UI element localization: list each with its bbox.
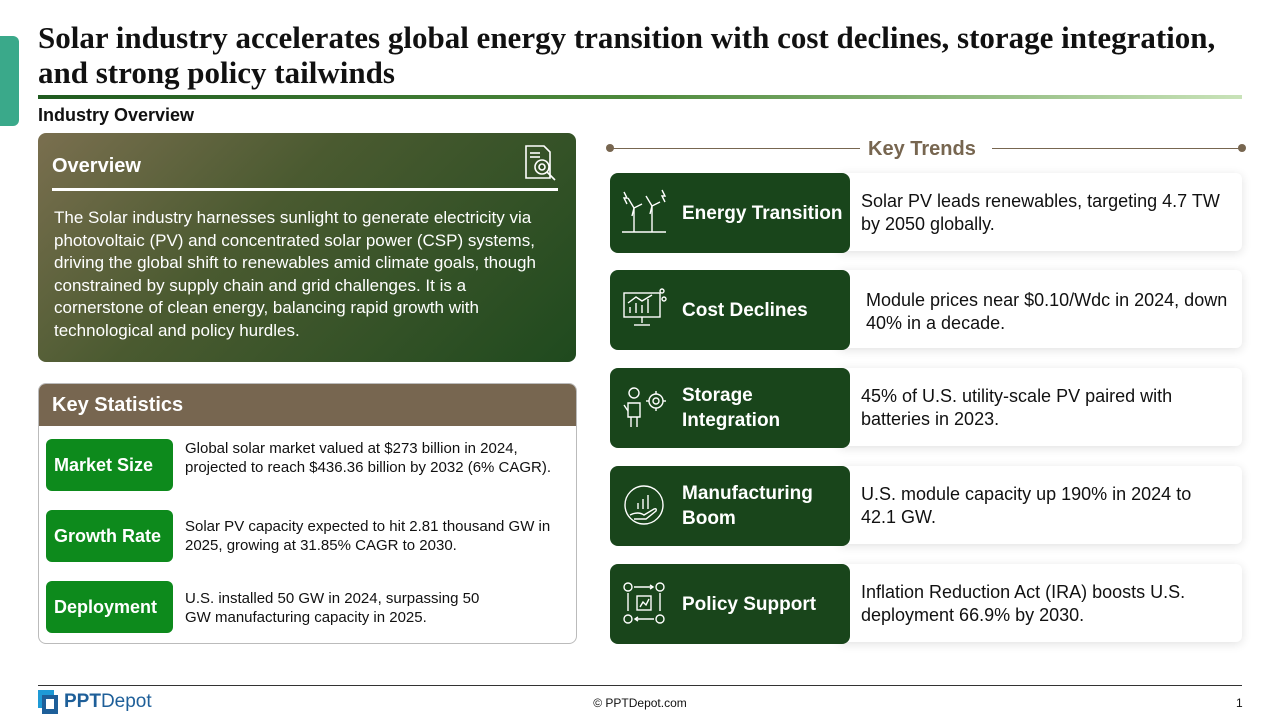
trend-tab: Policy Support	[610, 564, 850, 644]
trend-cost-declines: Cost Declines Module prices near $0.10/W…	[610, 270, 1242, 350]
trend-card	[838, 173, 1242, 251]
trend-card	[838, 466, 1242, 544]
trends-line-dot	[1238, 144, 1246, 152]
logo-text-bold: PPT	[64, 691, 101, 712]
trend-text: U.S. module capacity up 190% in 2024 to …	[861, 484, 1192, 527]
logo-text-rest: Depot	[100, 691, 152, 712]
trend-tab: Cost Declines	[610, 270, 850, 350]
page-title: Solar industry accelerates global energy…	[38, 20, 1216, 90]
stat-label: Deployment	[46, 581, 173, 633]
logo-mark-icon	[38, 690, 58, 714]
stat-row-growth-rate: Growth Rate Solar PV capacity expected t…	[46, 510, 566, 562]
wind-turbine-icon	[622, 189, 667, 233]
trend-label: Storage Integration	[682, 385, 781, 431]
trend-storage-integration: Storage Integration 45% of U.S. utility-…	[610, 368, 1242, 448]
stat-label: Growth Rate	[46, 510, 173, 562]
page-number: 1	[1236, 696, 1243, 710]
key-trends-heading: Key Trends	[868, 138, 976, 160]
trend-policy-support: Policy Support Inflation Reduction Act (…	[610, 564, 1242, 644]
trend-label: Policy Support	[682, 593, 817, 615]
trend-label: Energy Transition	[682, 202, 843, 224]
pptdepot-logo[interactable]: PPTDepot	[38, 689, 152, 715]
stat-text: Global solar market valued at $273 billi…	[185, 440, 552, 476]
title-divider	[38, 95, 1242, 99]
overview-card: Overview The Solar industry harnesses su…	[38, 133, 576, 362]
growth-hand-icon	[624, 485, 664, 525]
footer-divider	[38, 685, 1242, 686]
process-gears-icon	[623, 582, 665, 624]
chart-monitor-icon	[623, 288, 667, 326]
logo-text: PPTDepot	[64, 691, 152, 713]
trend-text: Module prices near $0.10/Wdc in 2024, do…	[866, 290, 1228, 333]
copyright-text: © PPTDepot.com	[593, 696, 687, 710]
accent-tab	[0, 36, 19, 126]
trend-text: Solar PV leads renewables, targeting 4.7…	[861, 191, 1220, 234]
key-statistics-heading: Key Statistics	[39, 384, 576, 426]
section-subtitle: Industry Overview	[38, 105, 195, 125]
trend-card	[838, 564, 1242, 642]
engineer-gear-icon	[623, 387, 666, 427]
trends-line	[610, 148, 860, 149]
overview-heading: Overview	[52, 155, 141, 177]
trend-tab: Storage Integration	[610, 368, 850, 448]
stat-label: Market Size	[46, 439, 173, 491]
trend-energy-transition: Energy Transition Solar PV leads renewab…	[610, 173, 1242, 253]
stat-text: U.S. installed 50 GW in 2024, surpassing…	[185, 590, 480, 626]
trend-manufacturing-boom: Manufacturing Boom U.S. module capacity …	[610, 466, 1242, 546]
trend-label: Manufacturing Boom	[682, 483, 813, 529]
trend-card	[838, 270, 1242, 348]
trend-card	[838, 368, 1242, 446]
overview-text: The Solar industry harnesses sunlight to…	[54, 208, 536, 340]
trend-tab: Energy Transition	[610, 173, 850, 253]
stat-row-market-size: Market Size Global solar market valued a…	[46, 439, 566, 491]
trend-label: Cost Declines	[682, 299, 808, 321]
overview-divider	[52, 188, 558, 191]
key-statistics-panel: Key Statistics Market Size Global solar …	[38, 383, 577, 644]
trend-text: 45% of U.S. utility-scale PV paired with…	[861, 386, 1173, 429]
stat-row-deployment: Deployment U.S. installed 50 GW in 2024,…	[46, 581, 566, 633]
trend-text: Inflation Reduction Act (IRA) boosts U.S…	[861, 582, 1186, 625]
stat-text: Solar PV capacity expected to hit 2.81 t…	[185, 518, 551, 554]
trend-tab: Manufacturing Boom	[610, 466, 850, 546]
trends-line	[992, 148, 1242, 149]
document-search-icon	[525, 145, 556, 181]
